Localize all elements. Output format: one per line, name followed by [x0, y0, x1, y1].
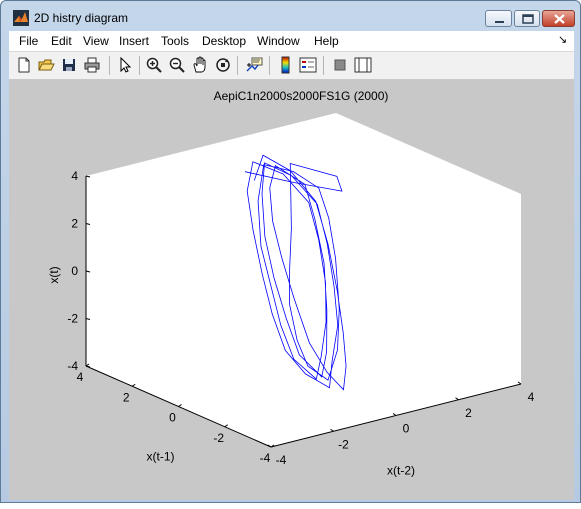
menu-help[interactable]: Help	[314, 34, 339, 48]
close-icon	[554, 14, 565, 24]
z-tick	[85, 270, 91, 273]
toolbar-separator	[139, 56, 140, 75]
plot-3d[interactable]: 4 2 0 -2 -4 -4 -2 0 2 4 4 2 0 -2 -4 x(t-1) x(t-2) x(t) Aep…	[9, 80, 574, 500]
minimize-button[interactable]	[485, 10, 512, 27]
x-tick-label: 4	[77, 370, 84, 384]
figure-canvas: 4 2 0 -2 -4 -4 -2 0 2 4 4 2 0 -2 -4 x(t-1) x(t-2) x(t) Aep…	[9, 80, 574, 500]
menu-bar: File Edit View Insert Tools Desktop Wind…	[9, 31, 574, 52]
series-group	[244, 154, 347, 391]
title-bar[interactable]: 2D histry diagram	[1, 1, 580, 31]
legend-icon[interactable]	[299, 56, 317, 74]
show-plot-tools-icon[interactable]	[354, 56, 372, 74]
menu-window[interactable]: Window	[257, 34, 300, 48]
save-icon[interactable]	[60, 56, 78, 74]
y-tick-label: 0	[403, 422, 410, 436]
new-figure-icon[interactable]	[15, 56, 33, 74]
y-tick	[455, 397, 459, 401]
open-file-icon[interactable]	[37, 56, 55, 74]
maximize-icon	[522, 14, 534, 24]
y-tick-label: 4	[528, 390, 535, 404]
minimize-icon	[495, 21, 504, 23]
edit-plot-arrow-icon[interactable]	[116, 56, 134, 74]
axes-background	[86, 113, 521, 447]
x-tick	[131, 383, 136, 387]
y-tick	[267, 444, 272, 448]
pan-hand-icon[interactable]	[191, 56, 209, 74]
menu-desktop[interactable]: Desktop	[202, 34, 247, 48]
menu-file[interactable]: File	[19, 34, 39, 48]
y-tick-label: -4	[276, 453, 287, 467]
menu-dock-arrow-icon[interactable]: ↘	[558, 34, 568, 46]
x-tick	[224, 424, 229, 428]
x-axis-label: x(t-1)	[147, 450, 175, 464]
toolbar-separator	[109, 56, 110, 75]
x-tick	[178, 404, 182, 407]
toolbar-separator	[323, 56, 324, 75]
x-tick-label: -4	[260, 451, 271, 465]
chart-title: AepiC1n2000s2000FS1G (2000)	[214, 89, 389, 103]
hide-plot-tools-icon[interactable]	[331, 56, 349, 74]
y-tick	[392, 413, 397, 416]
z-axis-label: x(t)	[47, 266, 61, 283]
zoom-out-icon[interactable]	[168, 56, 186, 74]
y-tick-label: 2	[465, 406, 472, 420]
z-tick-label: 2	[71, 217, 78, 231]
colorbar-icon[interactable]	[277, 56, 295, 74]
figure-toolbar	[9, 52, 574, 80]
x-tick	[270, 444, 275, 448]
x-tick-label: 2	[123, 390, 130, 404]
x-tick-label: -2	[213, 431, 224, 445]
z-tick-label: 4	[71, 169, 78, 183]
menu-view[interactable]: View	[83, 34, 109, 48]
z-tick	[85, 365, 91, 368]
zoom-in-icon[interactable]	[145, 56, 163, 74]
y-tick	[517, 381, 522, 385]
z-tick	[85, 318, 91, 320]
print-icon[interactable]	[83, 56, 101, 74]
z-tick-label: -2	[67, 312, 78, 326]
x-tick-label: 0	[169, 411, 176, 425]
data-cursor-icon[interactable]	[245, 56, 263, 74]
z-tick-label: 0	[71, 264, 78, 278]
toolbar-separator	[237, 56, 238, 75]
z-tick-label: -4	[67, 359, 78, 373]
menu-insert[interactable]: Insert	[119, 34, 150, 48]
z-tick	[85, 175, 91, 178]
close-button[interactable]	[542, 10, 575, 27]
z-tick	[85, 223, 91, 225]
y-tick	[330, 428, 334, 432]
series-line	[244, 154, 347, 391]
menu-tools[interactable]: Tools	[161, 34, 190, 48]
window-title: 2D histry diagram	[34, 11, 129, 25]
menu-edit[interactable]: Edit	[51, 34, 72, 48]
rotate-3d-icon[interactable]	[214, 56, 232, 74]
y-tick-label: -2	[338, 437, 349, 451]
y-axis-label: x(t-2)	[387, 464, 415, 478]
maximize-button[interactable]	[514, 10, 540, 27]
matlab-app-icon	[13, 10, 29, 26]
toolbar-separator	[269, 56, 270, 75]
